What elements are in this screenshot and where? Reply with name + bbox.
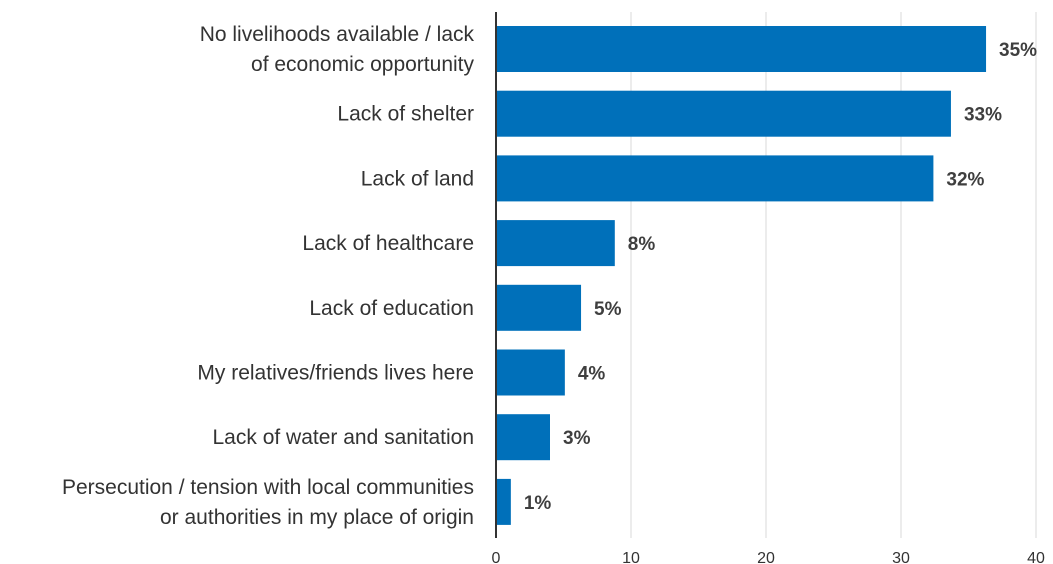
bars [496,26,987,525]
bar [496,26,987,72]
bar [496,349,565,396]
data-label: 8% [628,234,656,255]
x-tick-label: 30 [892,550,910,564]
category-label: of economic opportunity [251,53,474,76]
bar [496,90,951,137]
category-label: Lack of shelter [337,103,474,126]
x-axis-ticks: 0 10 20 30 40 [492,550,1045,564]
x-tick-label: 20 [757,550,775,564]
category-label: Persecution / tension with local communi… [62,476,474,499]
category-labels: No livelihoods available / lack of econom… [62,23,475,529]
data-label: 1% [524,493,552,514]
data-labels: 35% 33% 32% 8% 5% 4% 3% 1% [524,40,1037,514]
category-label: Lack of healthcare [302,232,474,255]
x-tick-label: 0 [492,550,501,564]
bar [496,414,550,461]
category-label: My relatives/friends lives here [197,362,474,385]
category-label: No livelihoods available / lack [200,23,475,46]
category-label: Lack of education [309,297,474,320]
category-label: Lack of water and sanitation [213,426,475,449]
bar [496,220,615,267]
data-label: 33% [964,105,1002,126]
category-label: Lack of land [361,167,474,190]
data-label: 3% [563,428,591,449]
data-label: 35% [999,40,1037,61]
x-tick-label: 10 [622,550,640,564]
bar [496,478,511,525]
bar [496,155,934,202]
x-tick-label: 40 [1027,550,1045,564]
data-label: 32% [946,169,984,190]
bar [496,284,582,331]
category-label: or authorities in my place of origin [160,506,474,529]
data-label: 5% [594,299,622,320]
data-label: 4% [578,364,606,385]
